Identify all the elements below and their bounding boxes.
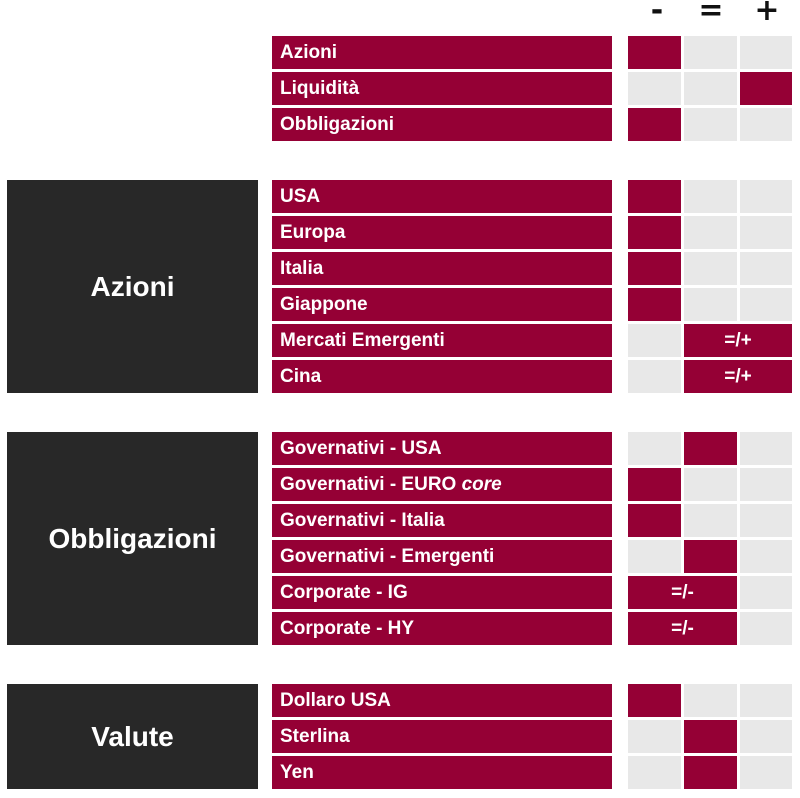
rating-cell-empty: [684, 36, 737, 69]
rating-cell-empty: [628, 756, 681, 789]
rating-cell-empty: [740, 504, 792, 537]
row-label-text: Governativi - Emergenti: [280, 546, 495, 567]
row-label-text: Giappone: [280, 294, 368, 315]
row-label: Mercati Emergenti: [272, 324, 612, 357]
rating-cell-filled: [684, 540, 737, 573]
rating-cell-filled: [628, 252, 681, 285]
rating-cell-filled: [628, 504, 681, 537]
group-title-obbligazioni: Obbligazioni: [7, 432, 258, 645]
rating-marker: =/+: [684, 360, 792, 393]
row-label: Governativi - EURO core: [272, 468, 612, 501]
rating-cell-empty: [628, 720, 681, 753]
rating-cell-filled: [628, 288, 681, 321]
row-label: Corporate - IG: [272, 576, 612, 609]
row-label-text: Obbligazioni: [280, 114, 394, 135]
rating-cell-empty: [740, 576, 792, 609]
rating-cell-empty: [740, 756, 792, 789]
rating-cell-empty: [684, 504, 737, 537]
rating-cell-empty: [684, 252, 737, 285]
row-label: Liquidità: [272, 72, 612, 105]
rating-cell-empty: [684, 288, 737, 321]
row-label-text: Liquidità: [280, 78, 360, 99]
row-label: Cina: [272, 360, 612, 393]
rating-cell-empty: [628, 72, 681, 105]
rating-cell-empty: [628, 432, 681, 465]
group-title-azioni: Azioni: [7, 180, 258, 393]
rating-cell-empty: [740, 108, 792, 141]
row-label: Yen: [272, 756, 612, 789]
group-title-valute: Valute: [7, 684, 258, 789]
rating-cell-filled: [628, 684, 681, 717]
row-label: Governativi - Emergenti: [272, 540, 612, 573]
row-label: Italia: [272, 252, 612, 285]
row-label: Obbligazioni: [272, 108, 612, 141]
rating-cell-empty: [740, 288, 792, 321]
row-label-text: Yen: [280, 762, 314, 783]
column-header-minus: -: [650, 0, 664, 28]
rating-marker: =/-: [628, 612, 737, 645]
rating-cell-empty: [628, 324, 681, 357]
rating-cell-empty: [740, 36, 792, 69]
rating-cell-empty: [684, 468, 737, 501]
row-label-text: Corporate - IG: [280, 582, 408, 603]
rating-cell-empty: [684, 216, 737, 249]
rating-cell-empty: [684, 108, 737, 141]
row-label-text: Sterlina: [280, 726, 350, 747]
row-label-text: Dollaro USA: [280, 690, 391, 711]
rating-cell-empty: [740, 252, 792, 285]
row-label-text: Governativi - Italia: [280, 510, 445, 531]
row-label: Governativi - USA: [272, 432, 612, 465]
column-header-plus: +: [754, 0, 780, 28]
rating-cell-filled: [628, 108, 681, 141]
rating-cell-empty: [740, 684, 792, 717]
row-label: Sterlina: [272, 720, 612, 753]
rating-cell-empty: [740, 612, 792, 645]
row-label-text: Governativi - EURO: [280, 474, 462, 495]
row-label-text: Mercati Emergenti: [280, 330, 445, 351]
rating-marker: =/-: [628, 576, 737, 609]
row-label: Europa: [272, 216, 612, 249]
rating-cell-empty: [628, 360, 681, 393]
rating-cell-empty: [684, 180, 737, 213]
row-label-text: Cina: [280, 366, 322, 387]
row-label: Azioni: [272, 36, 612, 69]
rating-cell-filled: [684, 720, 737, 753]
rating-cell-empty: [628, 540, 681, 573]
row-label-text: USA: [280, 186, 321, 207]
row-label-text: Europa: [280, 222, 346, 243]
rating-cell-empty: [740, 468, 792, 501]
row-label-text: Governativi - USA: [280, 438, 442, 459]
rating-cell-filled: [628, 180, 681, 213]
rating-cell-empty: [684, 72, 737, 105]
row-label: USA: [272, 180, 612, 213]
rating-cell-filled: [628, 216, 681, 249]
rating-cell-empty: [740, 180, 792, 213]
rating-cell-empty: [740, 216, 792, 249]
row-label: Giappone: [272, 288, 612, 321]
rating-cell-filled: [684, 756, 737, 789]
rating-cell-empty: [684, 684, 737, 717]
column-header-equal: =: [698, 0, 724, 28]
rating-cell-filled: [628, 468, 681, 501]
row-label: Dollaro USA: [272, 684, 612, 717]
rating-cell-filled: [684, 432, 737, 465]
row-label: Governativi - Italia: [272, 504, 612, 537]
row-label-text: Azioni: [280, 42, 337, 63]
row-label-text: Italia: [280, 258, 324, 279]
rating-cell-empty: [740, 720, 792, 753]
rating-cell-filled: [740, 72, 792, 105]
row-label-italic: core: [461, 474, 502, 495]
row-label: Corporate - HY: [272, 612, 612, 645]
rating-cell-empty: [740, 540, 792, 573]
rating-cell-empty: [740, 432, 792, 465]
rating-cell-filled: [628, 36, 681, 69]
rating-marker: =/+: [684, 324, 792, 357]
row-label-text: Corporate - HY: [280, 618, 415, 639]
